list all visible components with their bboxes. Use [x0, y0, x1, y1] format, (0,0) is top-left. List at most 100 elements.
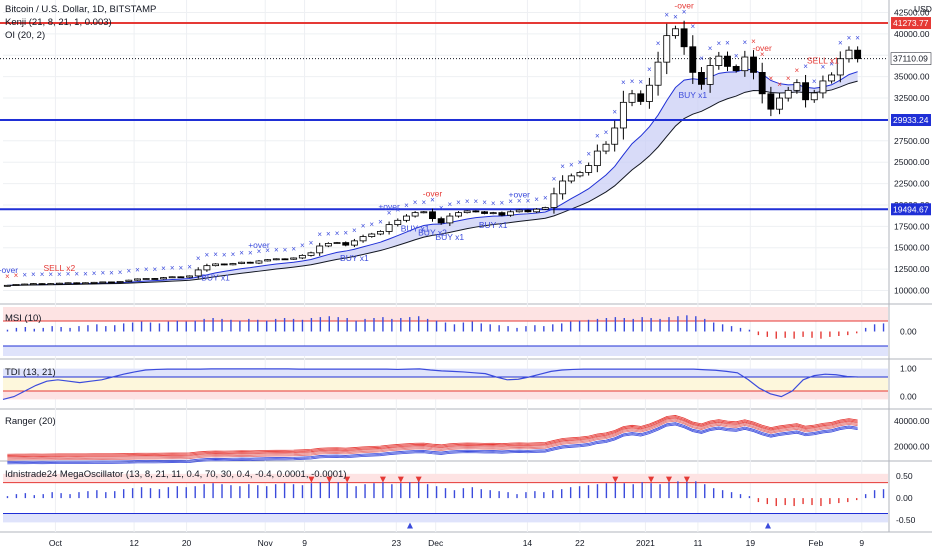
signal-cross-marker: ×: [829, 59, 834, 68]
price-tick-label: 22500.00: [894, 179, 930, 189]
candle-body: [212, 263, 220, 267]
candle-body: [533, 208, 541, 213]
signal-cross-marker: ×: [465, 197, 470, 206]
candle-body: [776, 97, 783, 110]
candle-body: [698, 72, 705, 85]
candle-body: [732, 66, 740, 72]
signal-cross-marker: ×: [352, 226, 357, 235]
signal-cross-marker: ×: [92, 269, 97, 278]
candle-body: [333, 242, 341, 244]
candle-body: [472, 210, 480, 213]
signal-cross-marker: ×: [751, 37, 756, 46]
signal-cross-marker: ×: [66, 269, 71, 278]
signal-cross-marker: ×: [283, 245, 288, 254]
candle-body: [368, 233, 376, 237]
candle-body: [567, 175, 575, 182]
candle-body: [680, 28, 688, 48]
candle-body: [489, 212, 497, 215]
signal-cross-marker: ×: [421, 198, 426, 207]
time-tick-label: Oct: [49, 538, 63, 548]
candle-body: [38, 283, 46, 286]
candle-body: [168, 276, 176, 279]
signal-cross-marker: ×: [716, 39, 721, 48]
signal-annotation: -over: [753, 43, 773, 53]
signal-annotation: +over: [0, 265, 18, 275]
candle-body: [715, 55, 723, 66]
signal-cross-marker: ×: [378, 217, 383, 226]
candle-body: [220, 263, 228, 266]
candle-body: [784, 89, 792, 99]
time-tick-label: Dec: [428, 538, 444, 548]
signal-cross-marker: ×: [291, 244, 296, 253]
signal-cross-marker: ×: [673, 13, 678, 22]
signal-cross-marker: ×: [300, 241, 305, 250]
candle-body: [108, 281, 115, 284]
signal-annotation: -over: [674, 1, 694, 11]
signal-cross-marker: ×: [456, 198, 461, 207]
signal-cross-marker: ×: [126, 267, 131, 276]
signal-cross-marker: ×: [838, 38, 843, 47]
ranger-line: [7, 422, 858, 462]
candle-body: [515, 209, 523, 213]
candle-body: [541, 207, 549, 210]
ranger-line: [7, 423, 858, 464]
price-tick-label: 15000.00: [894, 243, 930, 253]
signal-cross-marker: ×: [595, 132, 600, 141]
signal-cross-marker: ×: [100, 268, 105, 277]
candle-body: [186, 275, 193, 278]
candle-body: [628, 93, 636, 103]
candle-body: [194, 269, 202, 277]
price-level-value: 41273.77: [893, 18, 929, 28]
tdi-lower-zone: [3, 391, 888, 400]
candle-body: [420, 211, 428, 214]
candle-body: [411, 212, 419, 217]
candle-body: [802, 82, 810, 101]
signal-cross-marker: ×: [812, 77, 817, 86]
signal-cross-marker: ×: [786, 74, 791, 83]
signal-cross-marker: ×: [265, 246, 270, 255]
mega-lower-zone: [3, 513, 888, 523]
signal-cross-marker: ×: [612, 108, 617, 117]
time-tick-label: 9: [859, 538, 864, 548]
signal-cross-marker: ×: [74, 269, 79, 278]
candle-body: [671, 28, 679, 37]
candle-body: [593, 150, 601, 167]
candle-body: [611, 127, 619, 145]
symbol-title: Bitcoin / U.S. Dollar, 1D, BITSTAMP: [5, 4, 157, 15]
signal-cross-marker: ×: [647, 65, 652, 74]
signal-annotation: BUY x1: [201, 272, 230, 282]
signal-annotation: BUY x1: [401, 224, 430, 234]
time-tick-label: 22: [575, 538, 585, 548]
candle-body: [854, 49, 862, 60]
candle-body: [724, 55, 731, 67]
signal-cross-marker: ×: [586, 150, 591, 159]
signal-cross-marker: ×: [526, 196, 531, 205]
signal-cross-marker: ×: [144, 265, 149, 274]
candle-body: [160, 277, 167, 280]
candle-body: [810, 92, 818, 101]
msi-lower-zone: [3, 346, 888, 356]
ranger-line: [7, 416, 858, 456]
signal-cross-marker: ×: [395, 205, 400, 214]
candle-body: [29, 283, 37, 286]
signal-cross-marker: ×: [413, 198, 418, 207]
candle-body: [272, 258, 280, 261]
candle-body: [255, 260, 263, 264]
tdi-tick-label: 1.00: [900, 364, 917, 374]
ranger-line: [7, 419, 858, 460]
candle-body: [446, 215, 454, 224]
candle-body: [750, 56, 757, 73]
candle-body: [376, 231, 384, 235]
candle-body: [264, 259, 272, 262]
signal-cross-marker: ×: [317, 230, 322, 239]
signal-annotation: BUY x1: [436, 232, 465, 242]
signal-cross-marker: ×: [543, 194, 548, 203]
signal-annotation: BUY x1: [678, 90, 707, 100]
signal-cross-marker: ×: [361, 222, 366, 231]
time-tick-label: 9: [302, 538, 307, 548]
mega-buy-triangle: [407, 522, 413, 529]
time-tick-label: 12: [129, 538, 139, 548]
candle-body: [429, 211, 436, 220]
signal-cross-marker: ×: [153, 265, 158, 274]
